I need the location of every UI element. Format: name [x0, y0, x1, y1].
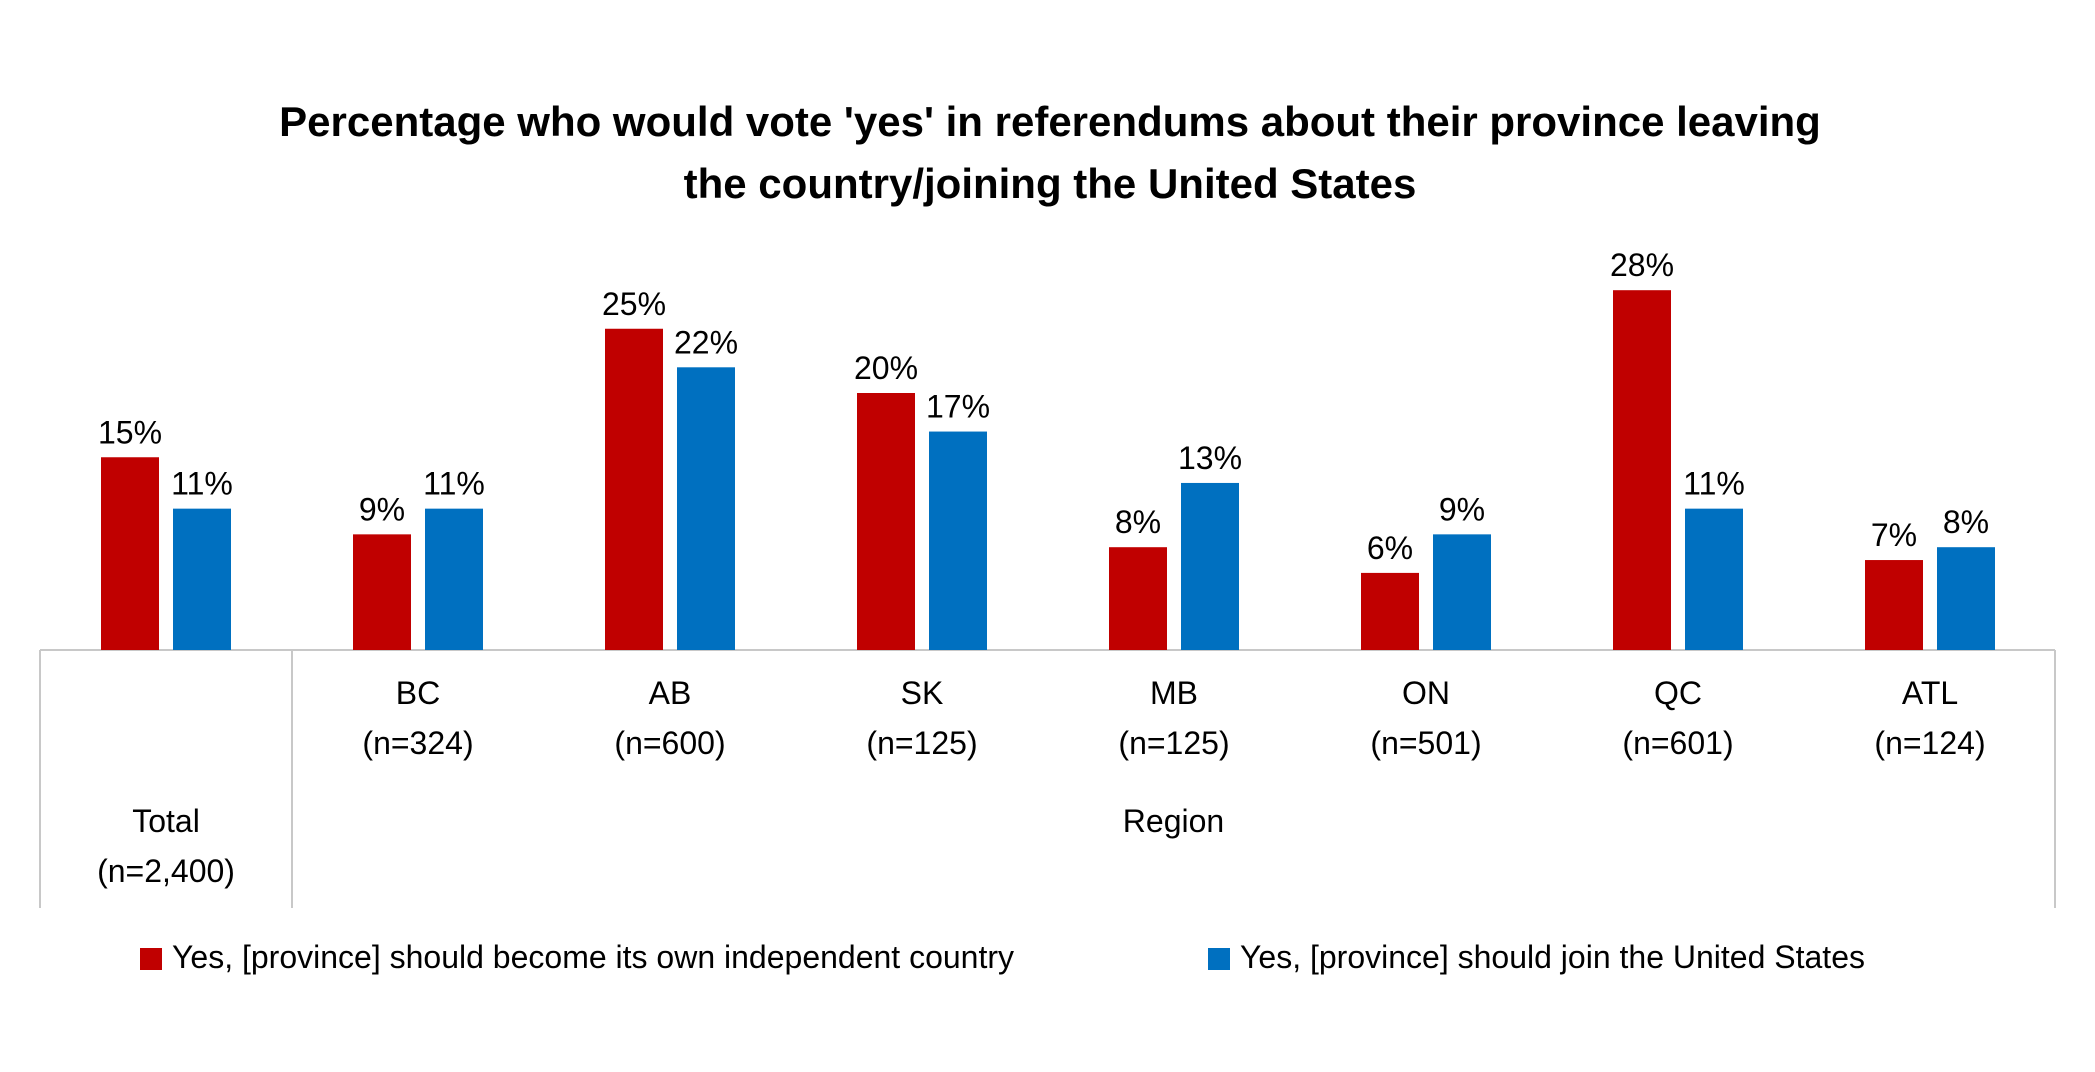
bar-qc-series-2 [1685, 508, 1743, 650]
bar-ab-series-1 [605, 328, 663, 650]
legend-swatch-2 [1208, 948, 1230, 970]
data-label-total-series-2: 11% [171, 466, 233, 502]
data-label-total-series-1: 15% [98, 414, 162, 450]
category-label-atl: ATL [1902, 675, 1958, 711]
chart-title-line-1: Percentage who would vote 'yes' in refer… [279, 98, 1821, 145]
chart-title: Percentage who would vote 'yes' in refer… [279, 98, 1821, 207]
data-label-ab-series-2: 22% [674, 324, 738, 360]
legend-item-1: Yes, [province] should become its own in… [140, 939, 1014, 975]
category-sample-size-on: (n=501) [1370, 725, 1481, 761]
legend-label-2: Yes, [province] should join the United S… [1240, 939, 1865, 975]
plot-area: 15%9%25%20%8%6%28%7%11% 11%22%17%13%9%11%… [98, 247, 1995, 650]
category-label-ab: AB [649, 675, 692, 711]
bar-ab-series-2 [677, 367, 735, 650]
bar-mb-series-2 [1181, 482, 1239, 650]
category-label-on: ON [1402, 675, 1450, 711]
series-join-united-states: 11% 11% 22% 17% 13% 9% 11% 8% [171, 324, 1995, 650]
category-sample-size-sk: (n=125) [866, 725, 977, 761]
series-independent-country: 15% 9% 25% 20% 8% 6% 28% 7% [98, 247, 1923, 650]
bar-on-series-2 [1433, 534, 1491, 650]
bar-atl-series-2 [1937, 547, 1995, 650]
data-label-mb-series-2: 13% [1178, 440, 1242, 476]
legend: Yes, [province] should become its own in… [140, 939, 1865, 975]
category-label-bc: BC [396, 675, 440, 711]
data-label-bc-series-1: 9% [359, 491, 405, 527]
category-sample-size-mb: (n=125) [1118, 725, 1229, 761]
category-sample-size-total: (n=2,400) [97, 853, 235, 889]
data-label-on-series-2: 9% [1439, 491, 1485, 527]
category-sample-size-atl: (n=124) [1874, 725, 1985, 761]
category-label-mb: MB [1150, 675, 1198, 711]
data-label-sk-series-1: 20% [854, 350, 918, 386]
bar-total-series-1 [101, 457, 159, 650]
data-label-qc-series-1: 28% [1610, 247, 1674, 283]
category-label-qc: QC [1654, 675, 1702, 711]
bar-atl-series-1 [1865, 560, 1923, 650]
category-sample-size-bc: (n=324) [362, 725, 473, 761]
bar-mb-series-1 [1109, 547, 1167, 650]
category-label-sk: SK [901, 675, 944, 711]
group-label-region: Region [1123, 803, 1224, 839]
bar-bc-series-1 [353, 534, 411, 650]
data-label-on-series-1: 6% [1367, 530, 1413, 566]
data-label-sk-series-2: 17% [926, 389, 990, 425]
bar-total-series-2 [173, 508, 231, 650]
legend-item-2: Yes, [province] should join the United S… [1208, 939, 1865, 975]
data-label-bc-series-2: 11% [423, 466, 485, 502]
category-sample-size-qc: (n=601) [1622, 725, 1733, 761]
legend-swatch-1 [140, 948, 162, 970]
bar-sk-series-1 [857, 393, 915, 650]
legend-label-1: Yes, [province] should become its own in… [172, 939, 1014, 975]
bar-sk-series-2 [929, 431, 987, 650]
bar-qc-series-1 [1613, 290, 1671, 650]
data-label-atl-series-2: 8% [1943, 504, 1989, 540]
data-label-mb-series-1: 8% [1115, 504, 1161, 540]
data-label-qc-series-2: 11% [1683, 466, 1745, 502]
category-sample-size-ab: (n=600) [614, 725, 725, 761]
category-axis: Total (n=2,400) BC (n=324) AB (n=600) SK (n=125… [39, 649, 2056, 908]
data-label-ab-series-1: 25% [602, 286, 666, 322]
bar-bc-series-2 [425, 508, 483, 650]
data-label-atl-series-1: 7% [1871, 517, 1917, 553]
bar-on-series-1 [1361, 572, 1419, 650]
category-label-total: Total [132, 803, 200, 839]
chart-title-line-2: the country/joining the United States [684, 160, 1417, 207]
